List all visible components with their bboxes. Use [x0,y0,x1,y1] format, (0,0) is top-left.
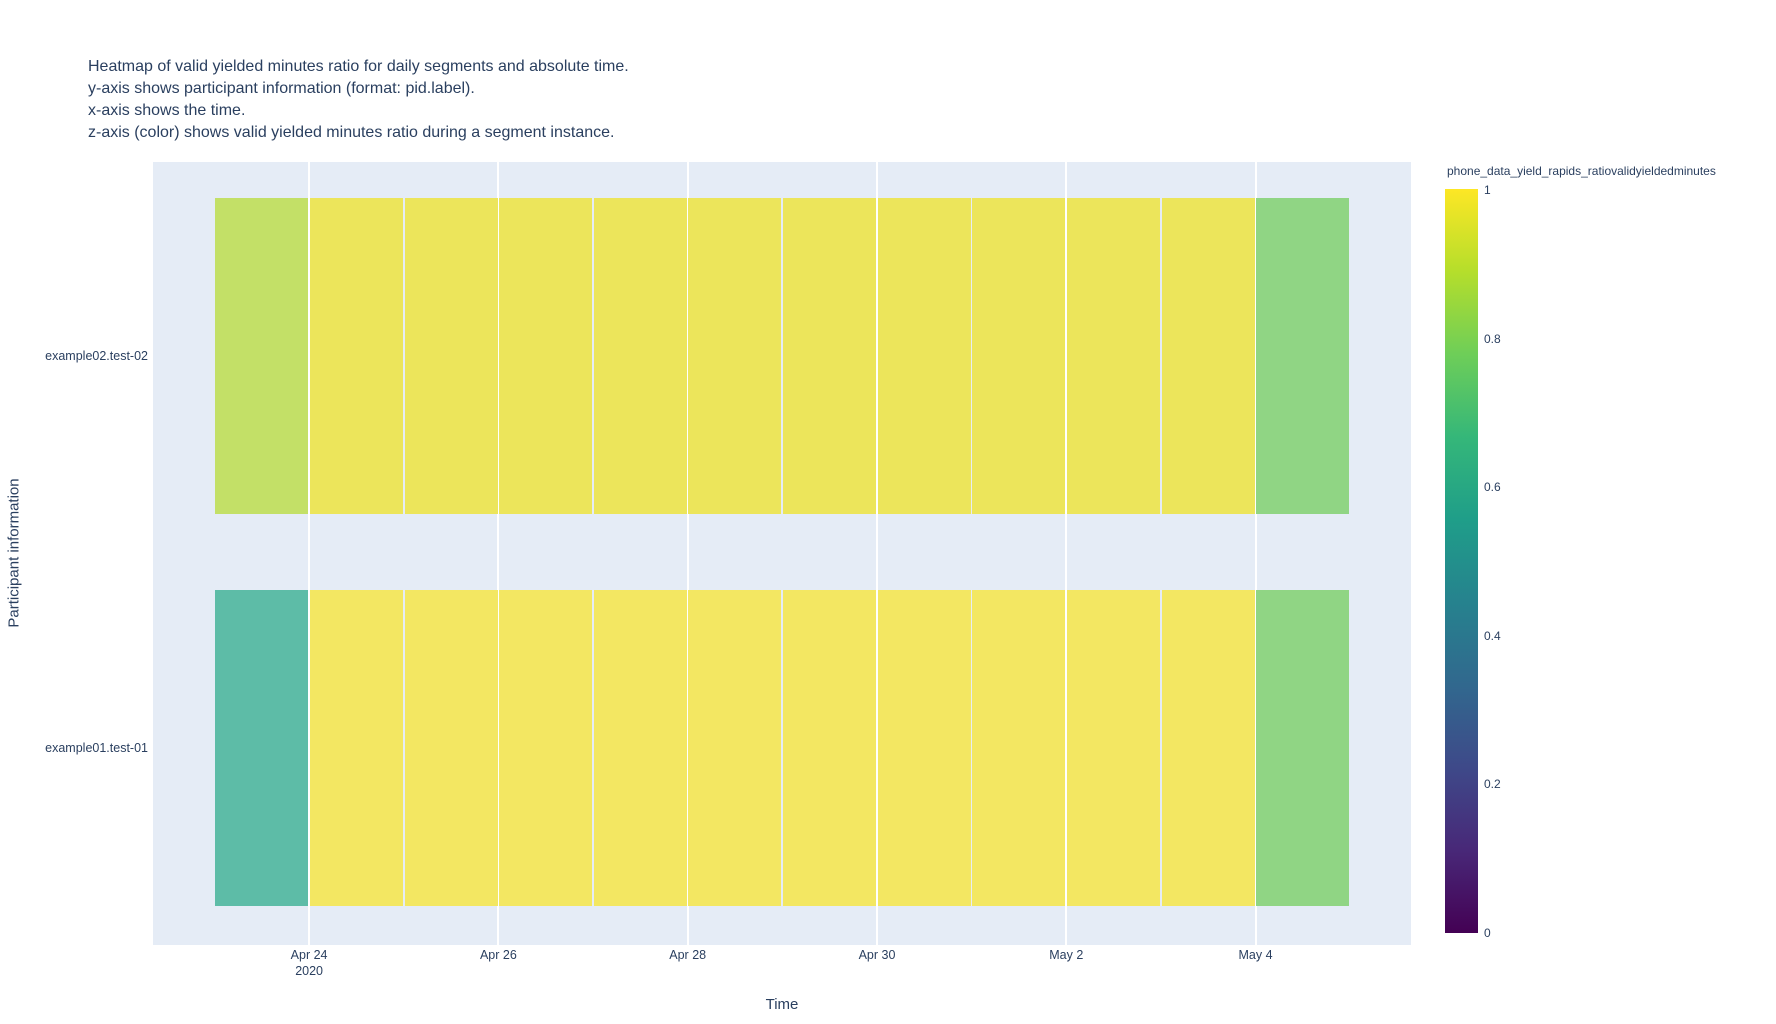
colorbar-tick-label: 0.2 [1484,777,1501,792]
x-tick-label: May 4 [1238,948,1273,962]
heatmap-cell[interactable] [404,590,498,906]
x-gridline [876,162,878,945]
heatmap-cell[interactable] [688,198,782,514]
colorbar-tick-label: 0 [1484,926,1491,940]
heatmap-cell[interactable] [972,198,1066,514]
figure-title-line-3: x-axis shows the time. [88,102,246,119]
heatmap-cell[interactable] [1067,198,1161,514]
x-axis-title: Time [765,996,799,1013]
heatmap-cell[interactable] [783,590,877,906]
heatmap-cell[interactable] [783,198,877,514]
heatmap-cell[interactable] [593,590,687,906]
x-tick-label: Apr 30 [858,948,896,962]
colorbar-tick-label: 0.4 [1484,628,1501,643]
y-tick-label: example02.test-02 [45,349,148,363]
heatmap-cell[interactable] [499,198,593,514]
x-tick-label: Apr 26 [479,948,517,962]
heatmap-cell[interactable] [215,590,309,906]
heatmap-cell[interactable] [1067,590,1161,906]
y-tick-label: example01.test-01 [45,741,148,755]
heatmap-cell[interactable] [309,590,403,906]
figure-title-line-4: z-axis (color) shows valid yielded minut… [88,124,615,141]
colorbar-tick-label: 0.6 [1484,480,1501,495]
x-tick-label: Apr 28 [669,948,707,962]
y-axis-title: Participant information [5,478,23,628]
x-gridline [497,162,500,945]
colorbar-gradient [1445,189,1478,933]
heatmap-cell[interactable] [499,590,593,906]
heatmap-cell[interactable] [404,198,498,514]
figure-title-line-1: Heatmap of valid yielded minutes ratio f… [88,58,629,75]
figure-title: Heatmap of valid yielded minutes ratio f… [88,56,629,144]
heatmap-cell[interactable] [1256,198,1350,514]
colorbar-title: phone_data_yield_rapids_ratiovalidyielde… [1447,164,1716,178]
heatmap-cell[interactable] [1256,590,1350,906]
heatmap-cell[interactable] [972,590,1066,906]
heatmap-cell[interactable] [877,590,971,906]
x-gridline [686,162,689,945]
figure-title-line-2: y-axis shows participant information (fo… [88,80,475,97]
x-gridline [308,162,311,945]
x-gridline [1065,162,1068,945]
heatmap-cell[interactable] [688,590,782,906]
x-tick-label: May 2 [1049,948,1084,962]
x-tick-label: Apr 24 2020 [290,948,328,978]
heatmap-cell[interactable] [1161,590,1255,906]
heatmap-cell[interactable] [593,198,687,514]
heatmap-cell[interactable] [215,198,309,514]
x-gridline [1254,162,1257,945]
heatmap-cell[interactable] [1161,198,1255,514]
heatmap-cell[interactable] [877,198,971,514]
colorbar-tick-label: 0.8 [1484,331,1501,346]
colorbar-tick-label: 1 [1484,183,1491,197]
heatmap-cell[interactable] [309,198,403,514]
plot-area[interactable] [153,162,1411,945]
